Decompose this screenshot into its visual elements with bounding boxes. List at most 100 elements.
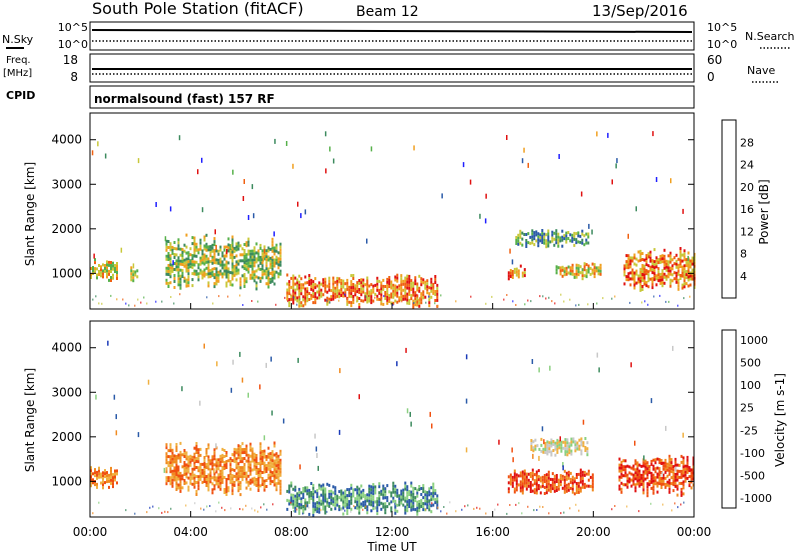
data-cell (392, 289, 395, 293)
data-cell (404, 285, 407, 289)
time-x-axis: 00:00 04:00 08:00 12:00 16:00 20:00 00:00 (73, 303, 712, 539)
data-cell (296, 495, 299, 499)
data-cell (302, 295, 305, 299)
data-cell (296, 498, 299, 502)
ground-scatter-cell (437, 506, 439, 509)
data-cell (231, 265, 234, 269)
data-cell (669, 260, 672, 264)
data-cell (271, 273, 274, 277)
data-cell (298, 301, 301, 305)
data-cell (690, 486, 693, 490)
data-cell (318, 296, 321, 300)
data-cell (253, 476, 256, 480)
data-cell (358, 487, 361, 491)
x-tick-label: 00:00 (677, 525, 712, 539)
ground-scatter-cell (218, 501, 220, 504)
sky-noise-line (91, 29, 693, 33)
data-cell (677, 287, 680, 291)
ground-scatter-cell (143, 296, 145, 299)
data-cell (215, 273, 218, 277)
data-cell (394, 505, 397, 509)
isolated-echo (242, 196, 245, 201)
data-cell (517, 474, 520, 478)
data-cell (669, 269, 672, 273)
data-cell (286, 294, 289, 298)
data-cell (561, 265, 564, 269)
data-cell (432, 494, 435, 498)
data-cell (300, 289, 303, 293)
data-cell (187, 485, 190, 489)
data-cell (567, 476, 570, 480)
data-cell (259, 445, 262, 449)
data-cell (243, 252, 246, 255)
data-cell (320, 502, 323, 506)
data-cell (685, 276, 688, 280)
data-cell (565, 483, 568, 487)
data-cell (277, 472, 280, 476)
data-cell (669, 266, 672, 270)
data-cell (187, 275, 190, 279)
data-cell (392, 490, 395, 494)
data-cell (404, 508, 407, 512)
data-cell (185, 469, 188, 473)
data-cell (229, 478, 232, 482)
data-cell (426, 503, 429, 507)
data-cell (679, 253, 682, 256)
ground-scatter-cell (437, 304, 439, 307)
data-cell (269, 256, 272, 260)
data-cell (380, 290, 383, 294)
data-cell (358, 282, 361, 285)
data-cell (650, 486, 653, 490)
ground-scatter-cell (350, 510, 352, 513)
data-cell (583, 482, 586, 486)
data-cell (231, 492, 234, 496)
ground-scatter-cell (194, 502, 196, 505)
data-cell (669, 278, 672, 282)
data-cell (575, 241, 578, 245)
data-cell (110, 469, 112, 473)
data-cell (680, 469, 683, 473)
data-cell (384, 493, 387, 497)
data-cell (679, 250, 682, 253)
data-cell (673, 277, 676, 281)
data-cell (390, 494, 393, 498)
data-cell (219, 257, 222, 261)
data-cell (257, 462, 260, 465)
data-cell (132, 270, 135, 274)
data-cell (205, 451, 208, 454)
data-cell (584, 449, 587, 452)
data-cell (632, 482, 635, 486)
data-cell (223, 272, 226, 276)
data-cell (263, 449, 266, 453)
data-cell (527, 232, 530, 236)
data-cell (312, 280, 315, 284)
data-cell (683, 264, 686, 268)
data-cell (428, 508, 431, 512)
ground-scatter-cell (173, 302, 175, 305)
data-cell (681, 283, 684, 287)
data-cell (422, 490, 425, 494)
data-cell (376, 512, 379, 516)
data-cell (551, 239, 554, 243)
data-cell (294, 297, 297, 301)
data-cell (225, 460, 228, 463)
data-cell (175, 262, 178, 266)
data-cell (219, 263, 222, 267)
data-cell (521, 473, 524, 477)
data-cell (418, 509, 421, 512)
data-cell (348, 300, 351, 304)
ground-scatter-cell (506, 512, 508, 515)
data-cell (572, 440, 575, 444)
data-cell (636, 461, 639, 465)
data-cell (683, 252, 686, 256)
data-cell (587, 235, 590, 239)
data-cell (213, 273, 216, 277)
data-cell (255, 287, 258, 291)
data-cell (542, 450, 545, 454)
data-cell (376, 279, 379, 283)
data-cell (672, 471, 675, 475)
data-cell (424, 280, 427, 284)
data-cell (92, 481, 94, 485)
data-cell (205, 454, 208, 457)
data-cell (392, 499, 395, 503)
